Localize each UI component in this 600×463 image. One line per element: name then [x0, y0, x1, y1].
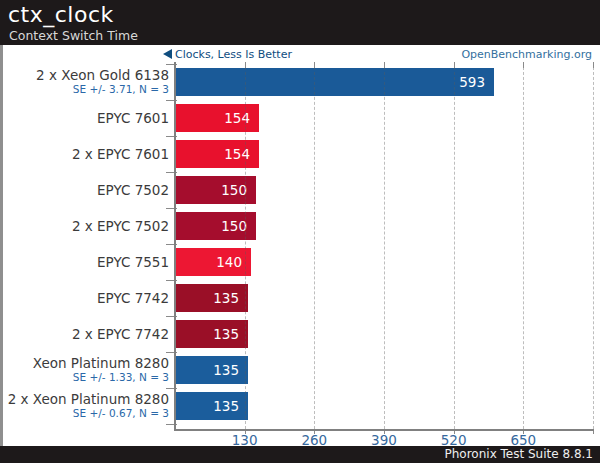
- category-label: 2 x EPYC 7502: [72, 219, 169, 234]
- x-tick-label: 520: [424, 432, 484, 448]
- x-tick-top: [314, 62, 315, 68]
- row-label-group: 2 x Xeon Gold 6138SE +/- 3.71, N = 3: [0, 68, 169, 96]
- bar: 154: [176, 140, 259, 168]
- y-axis-line: [174, 62, 176, 431]
- bar: 140: [176, 248, 251, 276]
- bar-value-label: 154: [224, 110, 259, 126]
- x-tick-label: 390: [354, 432, 414, 448]
- x-tick-label: 130: [215, 432, 275, 448]
- bar-value-label: 135: [213, 290, 248, 306]
- x-tick-top: [454, 62, 455, 68]
- bar-value-label: 150: [221, 218, 256, 234]
- phoronix-version-label: Phoronix Test Suite 8.8.1: [445, 447, 594, 461]
- grid-line: [245, 62, 246, 429]
- row-label-group: EPYC 7551: [0, 248, 169, 276]
- category-label: EPYC 7551: [97, 255, 169, 270]
- category-label: 2 x EPYC 7601: [72, 147, 169, 162]
- bar-value-label: 593: [459, 74, 494, 90]
- bar-value-label: 154: [224, 146, 259, 162]
- x-tick-top: [245, 62, 246, 68]
- x-tick-top: [384, 62, 385, 68]
- bar: 135: [176, 356, 248, 384]
- category-label: 2 x Xeon Platinum 8280: [8, 392, 169, 407]
- bar-value-label: 135: [213, 362, 248, 378]
- x-tick-top: [523, 62, 524, 68]
- plot-area: 1302603905206502 x Xeon Gold 6138SE +/- …: [0, 0, 600, 463]
- row-label-group: EPYC 7742: [0, 284, 169, 312]
- se-label: SE +/- 1.33, N = 3: [73, 371, 169, 384]
- bar: 135: [176, 320, 248, 348]
- category-label: Xeon Platinum 8280: [33, 356, 169, 371]
- grid-line: [593, 62, 594, 429]
- row-label-group: EPYC 7601: [0, 104, 169, 132]
- row-label-group: EPYC 7502: [0, 176, 169, 204]
- row-label-group: 2 x EPYC 7601: [0, 140, 169, 168]
- bar-value-label: 140: [216, 254, 251, 270]
- bar: 154: [176, 104, 259, 132]
- bar: 135: [176, 284, 248, 312]
- row-label-group: 2 x EPYC 7742: [0, 320, 169, 348]
- category-label: 2 x EPYC 7742: [72, 327, 169, 342]
- x-axis-line: [174, 429, 594, 431]
- grid-line: [523, 62, 524, 429]
- chart-footer: Phoronix Test Suite 8.8.1: [0, 446, 600, 463]
- se-label: SE +/- 3.71, N = 3: [73, 83, 169, 96]
- row-label-group: 2 x EPYC 7502: [0, 212, 169, 240]
- bar-value-label: 150: [221, 182, 256, 198]
- category-label: EPYC 7742: [97, 291, 169, 306]
- bar-value-label: 135: [213, 326, 248, 342]
- x-tick-top: [593, 62, 594, 68]
- x-tick-label: 260: [284, 432, 344, 448]
- category-label: 2 x Xeon Gold 6138: [36, 68, 169, 83]
- bar-value-label: 135: [213, 398, 248, 414]
- row-label-group: 2 x Xeon Platinum 8280SE +/- 0.67, N = 3: [0, 392, 169, 420]
- category-label: EPYC 7601: [97, 111, 169, 126]
- grid-line: [454, 62, 455, 429]
- grid-line: [384, 62, 385, 429]
- benchmark-chart: ctx_clock Context Switch Time Clocks, Le…: [0, 0, 600, 463]
- bar: 593: [176, 68, 494, 96]
- grid-line: [314, 62, 315, 429]
- se-label: SE +/- 0.67, N = 3: [73, 407, 169, 420]
- row-label-group: Xeon Platinum 8280SE +/- 1.33, N = 3: [0, 356, 169, 384]
- category-label: EPYC 7502: [97, 183, 169, 198]
- bar: 135: [176, 392, 248, 420]
- x-tick-label: 650: [493, 432, 553, 448]
